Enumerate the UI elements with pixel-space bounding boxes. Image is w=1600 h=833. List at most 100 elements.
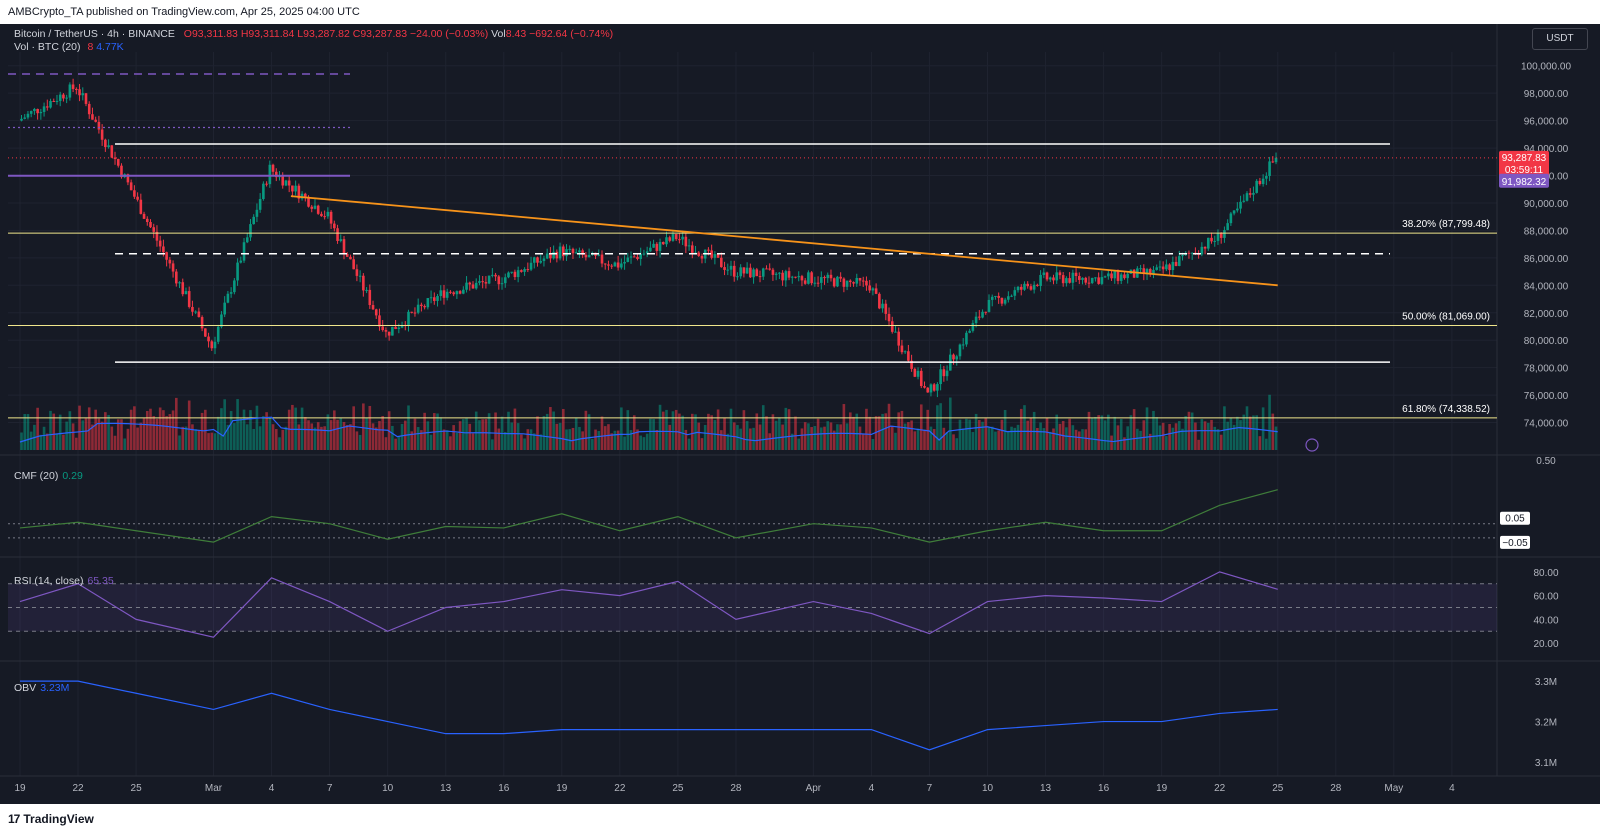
cmf-label[interactable]: CMF (20) 0.29: [14, 470, 83, 482]
legend-symbol[interactable]: Bitcoin / TetherUS · 4h · BINANCE: [14, 28, 175, 40]
footer-brand[interactable]: TradingView: [23, 811, 94, 826]
candle-body: [333, 223, 336, 229]
candle-body: [978, 316, 981, 318]
rsi-label[interactable]: RSI (14, close) 65.35: [14, 575, 114, 587]
candle-body: [761, 268, 765, 277]
candle-body: [1029, 286, 1033, 290]
candle-body: [20, 118, 23, 121]
candle-body: [145, 218, 149, 223]
volume-bar: [1042, 428, 1046, 450]
candle-body: [784, 271, 788, 281]
volume-bar: [478, 420, 481, 450]
volume-bar: [987, 426, 991, 450]
volume-bar: [1200, 419, 1204, 450]
volume-bar: [1113, 416, 1117, 450]
candle-body: [1177, 256, 1181, 266]
candle-body: [787, 271, 791, 278]
volume-bar: [120, 419, 123, 450]
volume-bar: [1210, 419, 1213, 450]
candle-body: [1003, 299, 1007, 304]
volume-bar: [242, 409, 246, 450]
volume-bar: [800, 428, 804, 450]
candle-body: [468, 282, 472, 285]
candle-body: [1261, 178, 1265, 185]
volume-bar: [639, 435, 642, 450]
volume-bar: [323, 426, 326, 450]
volume-bar: [458, 421, 462, 450]
volume-bar: [71, 423, 75, 450]
candle-body: [126, 174, 130, 183]
candle-body: [120, 165, 123, 178]
volume-bar: [362, 403, 365, 450]
volume-bar: [355, 431, 359, 450]
candle-body: [1255, 180, 1258, 193]
volume-bar: [1103, 420, 1107, 450]
tradingview-logo-icon[interactable]: 17: [8, 811, 20, 826]
volume-bar: [78, 405, 81, 450]
volume-bar: [1239, 420, 1242, 450]
volume-bar: [133, 406, 136, 450]
candle-body: [658, 241, 662, 251]
candle-body: [1052, 277, 1055, 281]
candle-body: [507, 272, 510, 278]
volume-bar: [649, 418, 652, 450]
time-axis-tick: 16: [1098, 783, 1110, 794]
candle-body: [720, 257, 723, 268]
chart-svg[interactable]: 100,000.0098,000.0096,000.0094,000.0092,…: [0, 24, 1600, 804]
volume-bar: [449, 436, 452, 450]
volume-bar: [271, 424, 275, 450]
candle-body: [152, 227, 156, 232]
volume-bar: [623, 436, 626, 450]
volume-bar: [665, 409, 668, 450]
currency-button[interactable]: USDT: [1532, 28, 1588, 50]
volume-bar: [316, 422, 320, 450]
volume-bar: [313, 427, 317, 450]
candle-body: [1171, 261, 1175, 271]
volume-bar: [97, 418, 101, 450]
volume-bar: [452, 425, 455, 450]
legend-vol-btc[interactable]: Vol · BTC (20): [14, 41, 81, 53]
candle-body: [23, 117, 27, 119]
candle-body: [481, 281, 484, 283]
candle-body: [100, 129, 104, 140]
candle-body: [839, 276, 842, 279]
candle-body: [636, 256, 639, 259]
volume-bar: [836, 424, 839, 450]
candle-body: [1016, 286, 1020, 291]
volume-bar: [745, 421, 749, 450]
candle-body: [845, 280, 849, 287]
candle-body: [732, 265, 736, 277]
volume-bar: [281, 429, 285, 450]
volume-bar: [1219, 434, 1223, 450]
candle-body: [994, 295, 997, 297]
candle-body: [329, 211, 333, 224]
chart-area[interactable]: 100,000.0098,000.0096,000.0094,000.0092,…: [0, 24, 1600, 804]
candle-body: [913, 368, 917, 377]
volume-bar: [594, 429, 597, 450]
obv-label[interactable]: OBV 3.23M: [14, 682, 69, 694]
volume-bar: [1087, 411, 1091, 450]
rsi-line: [19, 571, 1278, 638]
obv-name: OBV: [14, 682, 37, 694]
candle-body: [710, 250, 713, 258]
volume-bar: [642, 437, 646, 450]
candle-body: [252, 216, 255, 225]
candle-body: [458, 291, 462, 294]
volume-bar: [1142, 420, 1146, 450]
volume-bar: [955, 438, 959, 450]
candle-body: [320, 213, 323, 217]
time-axis-tick: 22: [1214, 783, 1226, 794]
volume-bar: [1016, 424, 1020, 450]
candle-body: [555, 251, 559, 259]
candle-body: [578, 250, 581, 253]
candle-body: [597, 254, 601, 256]
candle-body: [929, 384, 933, 393]
volume-bar: [652, 419, 655, 450]
volume-bar: [223, 399, 226, 450]
volume-bar: [468, 423, 472, 450]
candle-body: [1019, 286, 1023, 290]
cmf-axis-tick: 0.50: [1536, 456, 1556, 467]
volume-bar: [249, 410, 252, 450]
volume-bar: [829, 422, 833, 450]
volume-bar: [523, 438, 526, 450]
